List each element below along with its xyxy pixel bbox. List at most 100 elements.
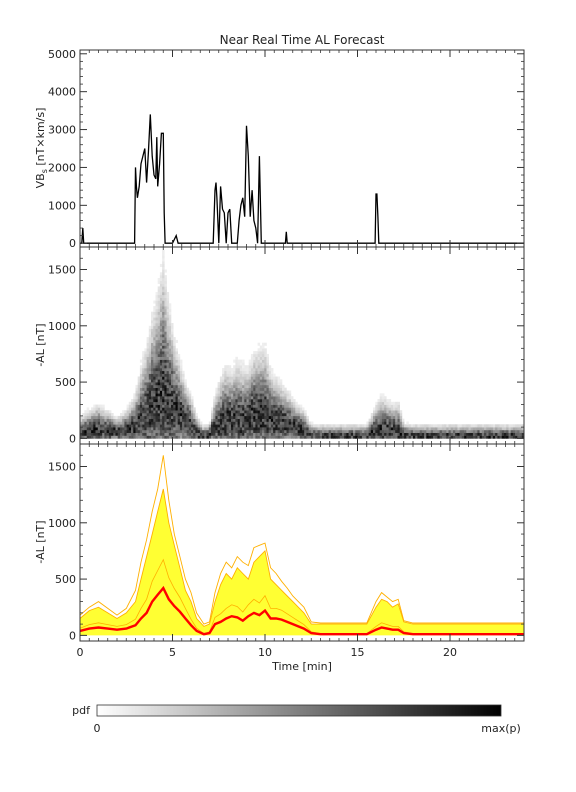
pdf-cell bbox=[177, 382, 181, 386]
pdf-cell bbox=[175, 404, 178, 408]
vbs-ylabel: VBs [nT×km/s] bbox=[34, 108, 49, 189]
pdf-cell bbox=[153, 432, 156, 436]
pdf-cell bbox=[173, 348, 176, 352]
pdf-cell bbox=[157, 297, 161, 301]
pdf-cell bbox=[277, 427, 281, 431]
pdf-cell bbox=[222, 379, 225, 383]
pdf-cell bbox=[242, 410, 245, 414]
pdf-cell bbox=[217, 390, 221, 394]
pdf-cell bbox=[284, 399, 287, 403]
pdf-cell bbox=[288, 427, 292, 431]
pdf-cell bbox=[515, 432, 518, 436]
pdf-cell bbox=[175, 359, 178, 363]
pdf-cell bbox=[155, 359, 158, 363]
pdf-cell bbox=[162, 432, 165, 436]
pdf-cell bbox=[286, 413, 289, 417]
pdf-cell bbox=[393, 415, 396, 419]
pdf-cell bbox=[406, 421, 409, 425]
pdf-cell bbox=[117, 421, 121, 425]
pdf-cell bbox=[366, 427, 369, 431]
pdf-cell bbox=[164, 328, 167, 332]
pdf-cell bbox=[222, 368, 225, 372]
pdf-cell bbox=[375, 432, 378, 436]
pdf-cell bbox=[164, 323, 167, 327]
pdf-cell bbox=[433, 432, 436, 436]
pdf-cell bbox=[286, 390, 289, 394]
pdf-cell bbox=[171, 373, 174, 377]
pdf-cell bbox=[270, 368, 274, 372]
pdf-cell bbox=[151, 337, 154, 341]
pdf-cell bbox=[146, 418, 150, 422]
pdf-cell bbox=[128, 427, 132, 431]
pdf-cell bbox=[297, 413, 301, 417]
pdf-cell bbox=[257, 359, 261, 363]
pdf-cell bbox=[237, 376, 241, 380]
pdf-cell bbox=[266, 421, 269, 425]
pdf-cell bbox=[384, 407, 387, 411]
pdf-cell bbox=[306, 418, 309, 422]
pdf-cell bbox=[237, 429, 241, 433]
pdf-cell bbox=[273, 427, 276, 431]
pdf-cell bbox=[517, 435, 520, 439]
pdf-cell bbox=[155, 306, 158, 310]
pdf-cell bbox=[441, 435, 445, 439]
pdf-cell bbox=[264, 424, 267, 428]
pdf-cell bbox=[244, 382, 247, 386]
pdf-cell bbox=[91, 427, 94, 431]
pdf-cell bbox=[379, 407, 383, 411]
pdf-cell bbox=[228, 427, 232, 431]
pdf-cell bbox=[233, 370, 236, 374]
pdf-cell bbox=[453, 429, 456, 433]
pdf-cell bbox=[242, 373, 245, 377]
pdf-cell bbox=[237, 435, 241, 439]
pdf-cell bbox=[213, 435, 216, 439]
pdf-cell bbox=[226, 390, 229, 394]
pdf-cell bbox=[224, 427, 227, 431]
pdf-cell bbox=[246, 421, 249, 425]
pdf-cell bbox=[215, 421, 218, 425]
pdf-cell bbox=[444, 432, 447, 436]
pdf-cell bbox=[395, 421, 398, 425]
pdf-cell bbox=[368, 432, 372, 436]
pdf-cell bbox=[162, 418, 165, 422]
pdf-cell bbox=[162, 421, 165, 425]
pdf-cell bbox=[453, 432, 456, 436]
pdf-cell bbox=[413, 435, 416, 439]
pdf-cell bbox=[126, 432, 130, 436]
vbs-ylabel-sub: s bbox=[40, 169, 49, 173]
pdf-cell bbox=[441, 427, 445, 431]
pdf-cell bbox=[104, 435, 107, 439]
pdf-cell bbox=[302, 435, 305, 439]
pdf-cell bbox=[384, 418, 387, 422]
pdf-cell bbox=[137, 401, 141, 405]
pdf-cell bbox=[88, 429, 92, 433]
pdf-cell bbox=[284, 432, 287, 436]
pdf-cell bbox=[108, 427, 112, 431]
pdf-cell bbox=[237, 393, 241, 397]
pdf-cell bbox=[262, 421, 265, 425]
pdf-cell bbox=[155, 418, 158, 422]
pdf-cell bbox=[153, 384, 156, 388]
pdf-cell bbox=[175, 373, 178, 377]
pdf-cell bbox=[164, 345, 167, 349]
pdf-cell bbox=[299, 427, 303, 431]
pdf-cell bbox=[257, 348, 261, 352]
pdf-cell bbox=[182, 421, 185, 425]
pdf-cell bbox=[397, 407, 400, 411]
pdf-cell bbox=[224, 429, 227, 433]
pdf-cell bbox=[275, 413, 278, 417]
pdf-cell bbox=[266, 384, 269, 388]
pdf-cell bbox=[151, 331, 154, 335]
pdf-cell bbox=[259, 427, 263, 431]
pdf-cell bbox=[139, 390, 143, 394]
pdf-cell bbox=[224, 382, 227, 386]
pdf-cell bbox=[151, 323, 154, 327]
pdf-cell bbox=[113, 432, 116, 436]
pdf-cell bbox=[297, 415, 301, 419]
pdf-cell bbox=[164, 429, 167, 433]
pdf-cell bbox=[228, 376, 232, 380]
pdf-cell bbox=[439, 432, 443, 436]
pdf-cell bbox=[455, 427, 458, 431]
pdf-cell bbox=[379, 435, 383, 439]
pdf-cell bbox=[182, 387, 185, 391]
